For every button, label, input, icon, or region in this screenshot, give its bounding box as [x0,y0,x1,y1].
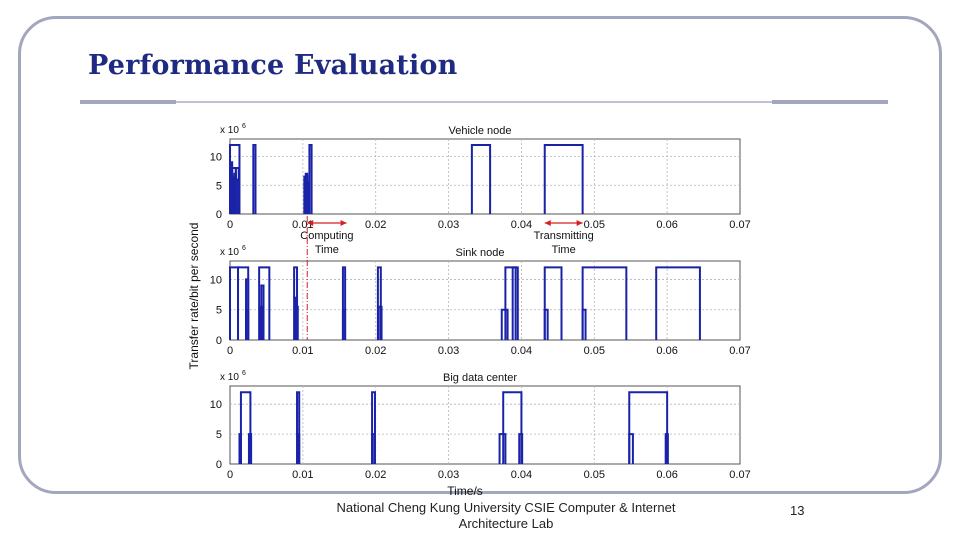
series-pulse [296,433,301,464]
annotation-sublabel-1: Time [315,244,339,256]
y-tick-label: 0 [216,459,222,471]
x-tick-label: 0.03 [438,219,459,231]
y-tick-label: 10 [210,274,222,286]
x-tick-label: 0 [227,345,233,357]
x-tick-label: 0 [227,469,233,481]
series-pulse [543,266,563,340]
title-rule-right [772,100,888,104]
x-tick-label: 0 [227,219,233,231]
series-pulse [247,433,253,464]
slide-title: Performance Evaluation [88,50,458,81]
series-pulse [304,172,309,214]
x-tick-label: 0.01 [292,345,313,357]
footer-line-1: National Cheng Kung University CSIE Comp… [336,500,676,515]
series-pulse [341,266,347,340]
series-pulse [371,433,376,464]
x-tick-label: 0.07 [729,219,750,231]
series-pulse [628,433,634,464]
series-pulse [655,266,701,340]
y-exponent: x 10 [220,372,239,383]
x-tick-label: 0.06 [656,219,677,231]
x-tick-label: 0.02 [365,219,386,231]
annotation-sublabel-2: Time [552,244,576,256]
x-tick-label: 0.05 [584,219,605,231]
transfer-rate-chart: Transfer rate/bit per second Time/s 0 0.01 0… [187,123,751,498]
annotation-arrowhead-right [576,220,583,226]
y-exponent-power: 6 [242,370,246,377]
y-tick-label: 5 [216,305,222,317]
series-pulse [504,266,517,340]
x-tick-label: 0.01 [292,469,313,481]
y-tick-label: 5 [216,180,222,192]
x-tick-label: 0.05 [584,469,605,481]
y-exponent-power: 6 [242,245,246,252]
y-tick-label: 10 [210,152,222,164]
x-tick-label: 0.07 [729,345,750,357]
series-pulse [664,433,669,464]
y-axis-label: Transfer rate/bit per second [187,223,201,370]
series-pulse [252,144,257,214]
plot-frame-3 [229,385,741,465]
series-pulse [581,266,628,340]
x-tick-label: 0.06 [656,345,677,357]
x-axis-label: Time/s [447,484,483,498]
series-pulse [470,144,492,214]
series-pulse [581,308,587,340]
series-pulse [502,391,523,464]
x-tick-label: 0.06 [656,469,677,481]
series-pulse [543,144,584,214]
x-tick-label: 0.02 [365,469,386,481]
x-tick-label: 0.01 [292,219,313,231]
y-tick-label: 5 [216,429,222,441]
annotation-label-1: Computing [300,230,353,242]
series-pulse [543,308,549,340]
x-tick-label: 0.02 [365,345,386,357]
series-pulse [260,284,265,340]
y-exponent: x 10 [220,247,239,258]
annotation-arrowhead-left [544,220,551,226]
x-tick-label: 0.04 [511,469,532,481]
annotation-arrowhead-left [307,220,314,226]
x-tick-label: 0.03 [438,469,459,481]
panel-title-1: Vehicle node [449,125,512,137]
y-tick-label: 0 [216,209,222,221]
x-tick-label: 0.07 [729,469,750,481]
series-pulse [294,296,299,340]
x-tick-label: 0.04 [511,219,532,231]
y-tick-label: 0 [216,335,222,347]
series-pulse [239,391,252,464]
page-number: 13 [790,503,805,518]
series-pulse [376,266,382,340]
panel-title-2: Sink node [456,247,505,259]
series-pulse [258,266,271,340]
y-exponent-power: 6 [242,123,246,130]
footer-line-2: Architecture Lab [458,516,554,531]
plot-frame-1 [229,138,741,215]
annotation-label-2: Transmitting [534,230,594,242]
plot-frame-2 [229,260,741,341]
series-pulse [371,391,376,464]
series-pulse [498,433,507,464]
series-pulse [500,308,509,340]
y-exponent: x 10 [220,125,239,136]
series-pulse [231,167,237,214]
x-tick-label: 0.03 [438,345,459,357]
series-pulse [628,391,669,464]
x-tick-label: 0.04 [511,345,532,357]
annotation-arrowhead-right [340,220,347,226]
x-tick-label: 0.05 [584,345,605,357]
y-tick-label: 10 [210,399,222,411]
series-pulse [245,278,250,340]
title-rule-left [80,100,176,104]
series-pulse [308,144,313,214]
series-pulse [296,391,301,464]
panel-title-3: Big data center [443,372,517,384]
series-pulse [377,305,383,340]
series-pulse [518,433,524,464]
title-rule-middle [176,101,772,103]
series-pulse [341,308,347,340]
slide-footer: National Cheng Kung University CSIE Comp… [300,500,712,532]
